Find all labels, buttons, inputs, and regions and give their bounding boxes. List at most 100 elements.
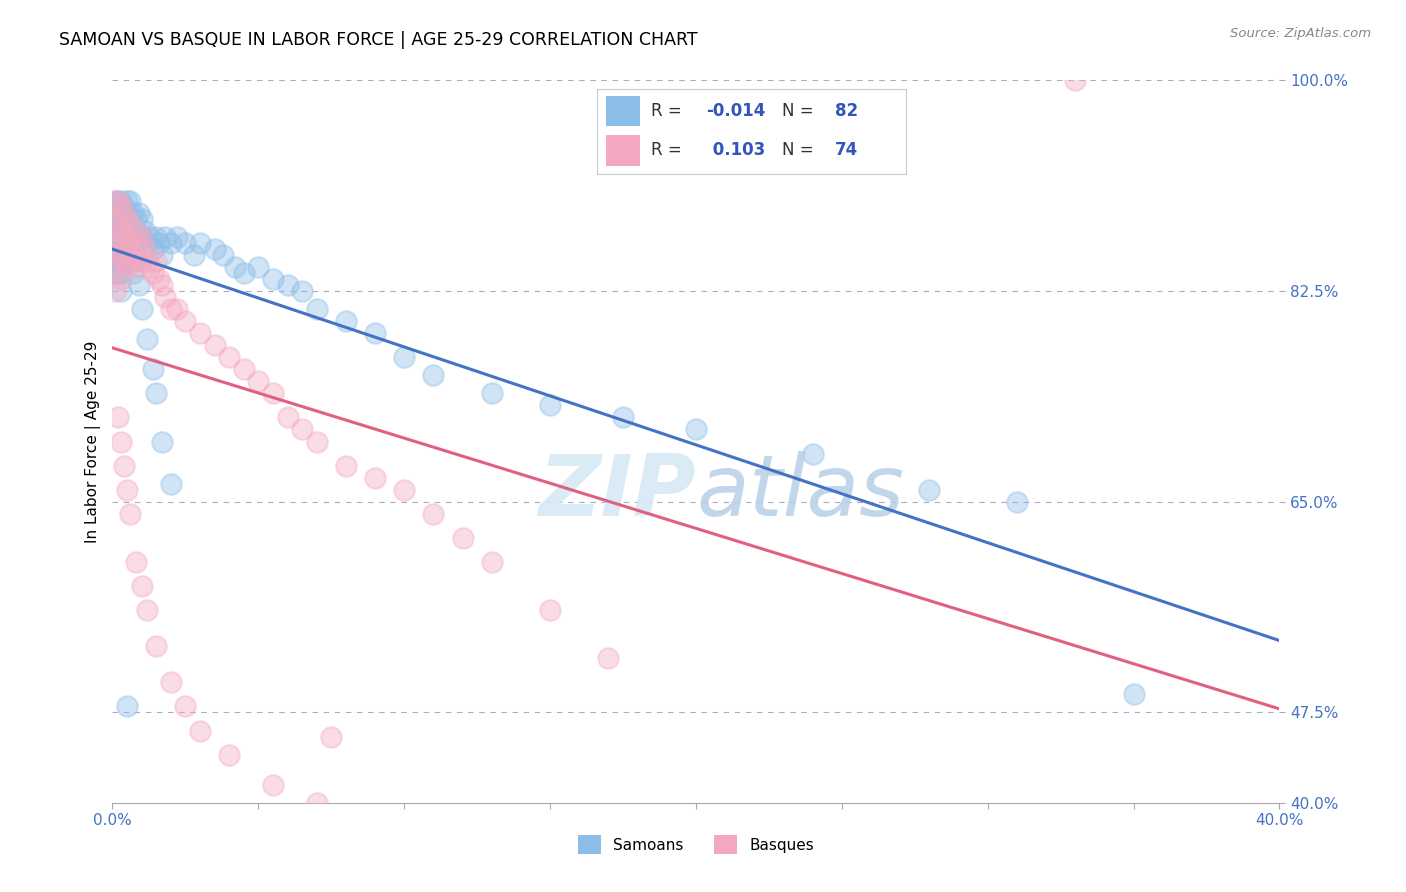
Point: [538, 603, 561, 617]
Point: [107, 194, 129, 208]
Point: [174, 235, 197, 250]
Point: [131, 253, 153, 268]
Point: [247, 374, 270, 388]
Point: [218, 747, 240, 762]
Point: [104, 253, 127, 268]
Point: [918, 483, 941, 497]
Point: [291, 422, 314, 436]
Point: [112, 253, 135, 268]
Point: [1064, 73, 1087, 87]
Point: [118, 218, 141, 232]
Point: [125, 555, 148, 569]
Point: [104, 266, 127, 280]
Point: [110, 229, 132, 244]
Point: [262, 778, 284, 792]
Text: SAMOAN VS BASQUE IN LABOR FORCE | AGE 25-29 CORRELATION CHART: SAMOAN VS BASQUE IN LABOR FORCE | AGE 25…: [59, 31, 697, 49]
Point: [174, 314, 197, 328]
Point: [305, 434, 328, 449]
Point: [153, 290, 176, 304]
Point: [139, 260, 162, 274]
Point: [110, 248, 132, 262]
Point: [150, 248, 173, 262]
Point: [125, 248, 148, 262]
Point: [145, 386, 167, 401]
Point: [145, 229, 167, 244]
Point: [422, 368, 444, 383]
Point: [104, 229, 127, 244]
Point: [160, 235, 183, 250]
Point: [321, 730, 343, 744]
Point: [142, 362, 165, 376]
Text: Source: ZipAtlas.com: Source: ZipAtlas.com: [1230, 27, 1371, 40]
Point: [166, 301, 188, 316]
Point: [1122, 687, 1144, 701]
Point: [1005, 494, 1028, 508]
Point: [118, 248, 141, 262]
Point: [538, 398, 561, 412]
Point: [107, 229, 129, 244]
Point: [685, 422, 707, 436]
Point: [218, 350, 240, 364]
Point: [107, 194, 129, 208]
Point: [224, 260, 246, 274]
Point: [122, 242, 145, 256]
Point: [136, 603, 159, 617]
Point: [150, 434, 173, 449]
Point: [125, 229, 148, 244]
Point: [112, 205, 135, 219]
Point: [110, 211, 132, 226]
Point: [107, 218, 129, 232]
Point: [112, 458, 135, 473]
Point: [107, 248, 129, 262]
Point: [481, 386, 503, 401]
Point: [134, 224, 156, 238]
Point: [160, 675, 183, 690]
Point: [115, 242, 138, 256]
Point: [134, 242, 156, 256]
Point: [104, 242, 127, 256]
Point: [110, 248, 132, 262]
Point: [148, 235, 170, 250]
Point: [125, 224, 148, 238]
Point: [128, 229, 150, 244]
Point: [136, 235, 159, 250]
Point: [364, 470, 387, 484]
Point: [104, 266, 127, 280]
Point: [160, 476, 183, 491]
Point: [801, 446, 824, 460]
Point: [115, 235, 138, 250]
Point: [598, 651, 620, 665]
Point: [166, 229, 188, 244]
Point: [188, 326, 211, 340]
Point: [118, 211, 141, 226]
Point: [115, 211, 138, 226]
Point: [112, 253, 135, 268]
Point: [160, 301, 183, 316]
Point: [118, 507, 141, 521]
Point: [107, 242, 129, 256]
Point: [142, 266, 165, 280]
Point: [122, 205, 145, 219]
Point: [115, 260, 138, 274]
Point: [212, 248, 235, 262]
Point: [104, 194, 127, 208]
Text: ZIP: ZIP: [538, 450, 696, 533]
Point: [305, 796, 328, 810]
Point: [112, 200, 135, 214]
Point: [125, 211, 148, 226]
Point: [262, 272, 284, 286]
Point: [262, 386, 284, 401]
Point: [104, 218, 127, 232]
Point: [110, 434, 132, 449]
Point: [128, 277, 150, 292]
Text: atlas: atlas: [696, 450, 904, 533]
Point: [481, 555, 503, 569]
Point: [104, 194, 127, 208]
Point: [335, 314, 357, 328]
Point: [104, 211, 127, 226]
Point: [128, 260, 150, 274]
Point: [204, 338, 226, 352]
Point: [291, 284, 314, 298]
Point: [107, 211, 129, 226]
Point: [122, 253, 145, 268]
